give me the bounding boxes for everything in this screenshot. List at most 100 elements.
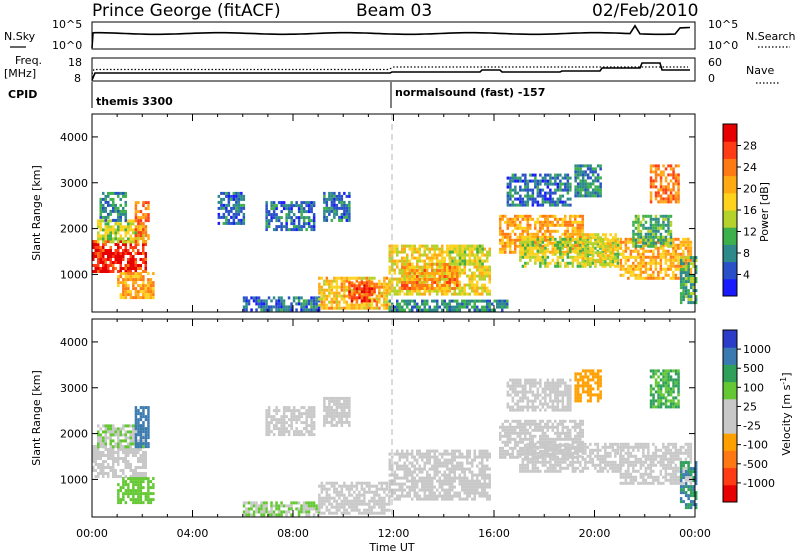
heatmap-cell [308, 415, 311, 418]
heatmap-cell [378, 301, 381, 304]
freq-tick-top: 18 [68, 56, 82, 69]
heatmap-cell [660, 182, 663, 185]
heatmap-cell [290, 219, 293, 222]
heatmap-cell [406, 257, 409, 260]
heatmap-cell [125, 284, 128, 287]
heatmap-cell [110, 231, 113, 234]
heatmap-cell [333, 400, 336, 403]
heatmap-cell [481, 251, 484, 254]
heatmap-cell [416, 450, 419, 453]
heatmap-cell [363, 503, 366, 506]
heatmap-cell [313, 296, 316, 299]
heatmap-cell [225, 207, 228, 210]
heatmap-cell [481, 260, 484, 263]
heatmap-cell [652, 274, 655, 277]
heatmap-cell [122, 267, 125, 270]
heatmap-cell [534, 244, 537, 247]
heatmap-cell [328, 283, 331, 286]
heatmap-cell [607, 248, 610, 251]
heatmap-cell [414, 492, 417, 495]
heatmap-cell [117, 207, 120, 210]
heatmap-cell [376, 494, 379, 497]
heatmap-cell [436, 278, 439, 281]
heatmap-cell [341, 415, 344, 418]
heatmap-cell [313, 204, 316, 207]
heatmap-cell [235, 216, 238, 219]
heatmap-cell [117, 240, 120, 243]
heatmap-cell [137, 480, 140, 483]
heatmap-cell [677, 244, 680, 247]
heatmap-cell [147, 427, 150, 430]
heatmap-cell [145, 460, 148, 463]
heatmap-cell [120, 281, 123, 284]
heatmap-cell [675, 200, 678, 203]
heatmap-cell [587, 164, 590, 167]
heatmap-cell [544, 221, 547, 224]
heatmap-cell [474, 260, 477, 263]
heatmap-cell [331, 201, 334, 204]
heatmap-cell [127, 448, 130, 451]
heatmap-cell [620, 241, 623, 244]
heatmap-cell [574, 259, 577, 262]
heatmap-cell [348, 210, 351, 213]
heatmap-cell [421, 260, 424, 263]
heatmap-cell [549, 215, 552, 218]
heatmap-cell [115, 237, 118, 240]
heatmap-cell [552, 183, 555, 186]
heatmap-cell [406, 272, 409, 275]
heatmap-cell [602, 263, 605, 266]
heatmap-cell [310, 415, 313, 418]
heatmap-cell [409, 272, 412, 275]
heatmap-cell [135, 216, 138, 219]
heatmap-cell [399, 453, 402, 456]
heatmap-cell [396, 263, 399, 266]
heatmap-cell [527, 227, 530, 230]
heatmap-cell [135, 418, 138, 421]
heatmap-cell [642, 250, 645, 253]
heatmap-cell [655, 242, 658, 245]
heatmap-cell [416, 260, 419, 263]
heatmap-cell [645, 277, 648, 280]
heatmap-cell [358, 491, 361, 494]
heatmap-cell [120, 457, 123, 460]
heatmap-cell [137, 409, 140, 412]
heatmap-cell [411, 462, 414, 465]
heatmap-cell [105, 228, 108, 231]
heatmap-cell [258, 299, 261, 302]
heatmap-cell [642, 224, 645, 227]
heatmap-cell [542, 198, 545, 201]
heatmap-cell [667, 182, 670, 185]
heatmap-cell [647, 250, 650, 253]
heatmap-cell [411, 257, 414, 260]
heatmap-cell [401, 486, 404, 489]
heatmap-cell [120, 234, 123, 237]
heatmap-cell [562, 201, 565, 204]
heatmap-cell [260, 305, 263, 308]
heatmap-cell [117, 222, 120, 225]
heatmap-cell [150, 290, 153, 293]
heatmap-cell [522, 241, 525, 244]
heatmap-cell [625, 256, 628, 259]
heatmap-cell [341, 201, 344, 204]
heatmap-cell [135, 296, 138, 299]
heatmap-cell [112, 475, 115, 478]
heatmap-cell [650, 215, 653, 218]
heatmap-cell [331, 482, 334, 485]
heatmap-cell [313, 222, 316, 225]
heatmap-cell [481, 245, 484, 248]
heatmap-cell [577, 194, 580, 197]
heatmap-cell [454, 293, 457, 296]
heatmap-cell [529, 233, 532, 236]
heatmap-cell [421, 278, 424, 281]
heatmap-cell [396, 450, 399, 453]
heatmap-cell [464, 257, 467, 260]
heatmap-cell [529, 224, 532, 227]
heatmap-cell [514, 174, 517, 177]
heatmap-cell [310, 305, 313, 308]
heatmap-cell [142, 436, 145, 439]
heatmap-cell [383, 304, 386, 307]
heatmap-cell [100, 228, 103, 231]
heatmap-cell [396, 474, 399, 477]
heatmap-cell [466, 293, 469, 296]
heatmap-cell [147, 480, 150, 483]
